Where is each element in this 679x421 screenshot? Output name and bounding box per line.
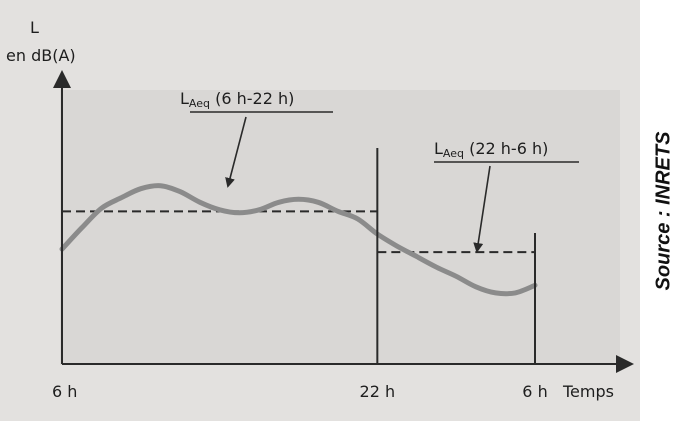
y-axis-label-symbol: L bbox=[30, 18, 39, 37]
reference-arrow-0 bbox=[225, 116, 247, 188]
reference-label-0: LAeq (6 h-22 h) bbox=[180, 89, 294, 110]
series-line-0 bbox=[59, 183, 538, 297]
x-axis-arrow bbox=[616, 355, 634, 373]
source-text: Source : INRETS bbox=[652, 131, 674, 290]
x-tick-label-2: 6 h bbox=[522, 382, 547, 401]
x-tick-label-0: 6 h bbox=[52, 382, 77, 401]
y-axis-label-unit: en dB(A) bbox=[6, 46, 76, 65]
x-tick-label-1: 22 h bbox=[360, 382, 396, 401]
source-credit: Source : INRETS bbox=[648, 0, 679, 421]
reference-label-1: LAeq (22 h-6 h) bbox=[434, 139, 548, 160]
chart-svg: LAeq (6 h-22 h) LAeq (22 h-6 h) Len dB(A) T… bbox=[6, 18, 634, 401]
plot-area bbox=[60, 90, 620, 365]
y-axis-arrow bbox=[53, 70, 71, 88]
reference-arrow-1 bbox=[473, 165, 491, 253]
x-axis-label: Temps bbox=[562, 382, 614, 401]
